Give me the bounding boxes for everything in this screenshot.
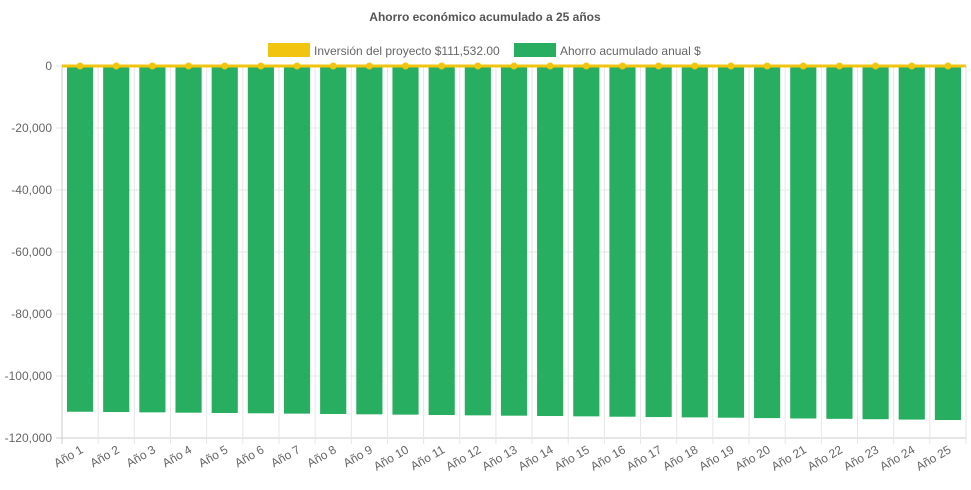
bars bbox=[67, 66, 961, 421]
investment-point bbox=[582, 62, 590, 70]
chart-title: Ahorro económico acumulado a 25 años bbox=[369, 10, 601, 24]
investment-point bbox=[908, 62, 916, 70]
bar bbox=[247, 66, 274, 414]
x-tick-label: Año 7 bbox=[268, 442, 302, 470]
x-tick-label: Año 20 bbox=[733, 442, 773, 473]
y-tick-label: 0 bbox=[45, 59, 52, 73]
investment-point bbox=[691, 62, 699, 70]
investment-point bbox=[148, 62, 156, 70]
investment-point bbox=[763, 62, 771, 70]
bar bbox=[862, 66, 889, 420]
bar bbox=[283, 66, 311, 414]
investment-point bbox=[872, 62, 880, 70]
investment-point bbox=[510, 62, 518, 70]
investment-point bbox=[799, 62, 807, 70]
x-tick-label: Año 21 bbox=[769, 442, 809, 473]
x-tick-label: Año 16 bbox=[588, 442, 628, 473]
bar bbox=[175, 66, 202, 413]
investment-point bbox=[618, 62, 626, 70]
bar bbox=[392, 66, 419, 415]
bar bbox=[645, 66, 672, 418]
bar bbox=[754, 66, 781, 419]
legend-label-investment[interactable]: Inversión del proyecto $111,532.00 bbox=[314, 44, 500, 58]
x-tick-label: Año 12 bbox=[443, 442, 483, 473]
bar bbox=[211, 66, 238, 413]
x-tick-label: Año 4 bbox=[160, 442, 194, 470]
bar bbox=[500, 66, 528, 416]
x-tick-label: Año 2 bbox=[88, 442, 122, 470]
x-tick-label: Año 25 bbox=[913, 442, 953, 473]
x-tick-label: Año 13 bbox=[480, 442, 520, 473]
investment-point bbox=[221, 62, 229, 70]
y-tick-label: -40,000 bbox=[11, 183, 52, 197]
legend[interactable]: Inversión del proyecto $111,532.00 Ahorr… bbox=[268, 43, 701, 58]
bar bbox=[681, 66, 708, 418]
bar bbox=[428, 66, 455, 415]
legend-swatch-savings[interactable] bbox=[514, 43, 556, 57]
bar bbox=[790, 66, 817, 419]
x-tick-label: Año 22 bbox=[805, 442, 845, 473]
investment-point bbox=[655, 62, 663, 70]
x-tick-label: Año 23 bbox=[841, 442, 881, 473]
bar bbox=[537, 66, 564, 417]
y-tick-label: -80,000 bbox=[11, 307, 52, 321]
x-tick-label: Año 3 bbox=[124, 442, 158, 470]
investment-point bbox=[257, 62, 265, 70]
investment-point bbox=[438, 62, 446, 70]
bar bbox=[320, 66, 347, 414]
x-tick-label: Año 24 bbox=[877, 442, 917, 473]
y-tick-label: -100,000 bbox=[5, 369, 53, 383]
investment-point bbox=[944, 62, 952, 70]
investment-point bbox=[112, 62, 120, 70]
investment-line bbox=[62, 62, 966, 70]
investment-point bbox=[329, 62, 337, 70]
investment-point bbox=[76, 62, 84, 70]
x-tick-label: Año 5 bbox=[196, 442, 230, 470]
legend-label-savings[interactable]: Ahorro acumulado anual $ bbox=[560, 44, 701, 58]
investment-point bbox=[474, 62, 482, 70]
x-tick-label: Año 11 bbox=[408, 442, 447, 473]
y-tick-label: -60,000 bbox=[11, 245, 52, 259]
x-tick-label: Año 15 bbox=[552, 442, 592, 473]
bar bbox=[464, 66, 491, 416]
investment-point bbox=[293, 62, 301, 70]
x-tick-label: Año 9 bbox=[341, 442, 375, 470]
x-tick-label: Año 14 bbox=[516, 442, 556, 473]
bar bbox=[103, 66, 130, 413]
y-tick-label: -120,000 bbox=[5, 431, 53, 445]
bar bbox=[609, 66, 636, 417]
bar bbox=[573, 66, 600, 417]
bar bbox=[934, 66, 961, 421]
x-tick-label: Año 8 bbox=[305, 442, 339, 470]
y-axis: 0 -20,000 -40,000 -60,000 -80,000 -100,000 -12… bbox=[5, 59, 53, 445]
x-tick-label: Año 17 bbox=[624, 442, 664, 473]
x-axis: Año 1 Año 2 Año 3 Año 4 Año 5 Año 6 Año 7 Año 8… bbox=[51, 442, 953, 473]
x-tick-label: Año 18 bbox=[660, 442, 700, 473]
gridlines bbox=[56, 65, 967, 444]
investment-point bbox=[835, 62, 843, 70]
bar bbox=[139, 66, 166, 413]
x-tick-label: Año 1 bbox=[51, 442, 85, 470]
investment-point bbox=[546, 62, 554, 70]
investment-point bbox=[402, 62, 410, 70]
bar bbox=[356, 66, 383, 415]
investment-point bbox=[365, 62, 373, 70]
x-tick-label: Año 10 bbox=[371, 442, 411, 473]
bar bbox=[67, 66, 94, 412]
bar bbox=[826, 66, 853, 419]
y-tick-label: -20,000 bbox=[11, 121, 52, 135]
x-tick-label: Año 6 bbox=[232, 442, 266, 470]
investment-point bbox=[727, 62, 735, 70]
legend-swatch-investment[interactable] bbox=[268, 43, 310, 57]
investment-point bbox=[185, 62, 193, 70]
x-tick-label: Año 19 bbox=[697, 442, 737, 473]
bar bbox=[898, 66, 925, 420]
bar bbox=[717, 66, 745, 418]
